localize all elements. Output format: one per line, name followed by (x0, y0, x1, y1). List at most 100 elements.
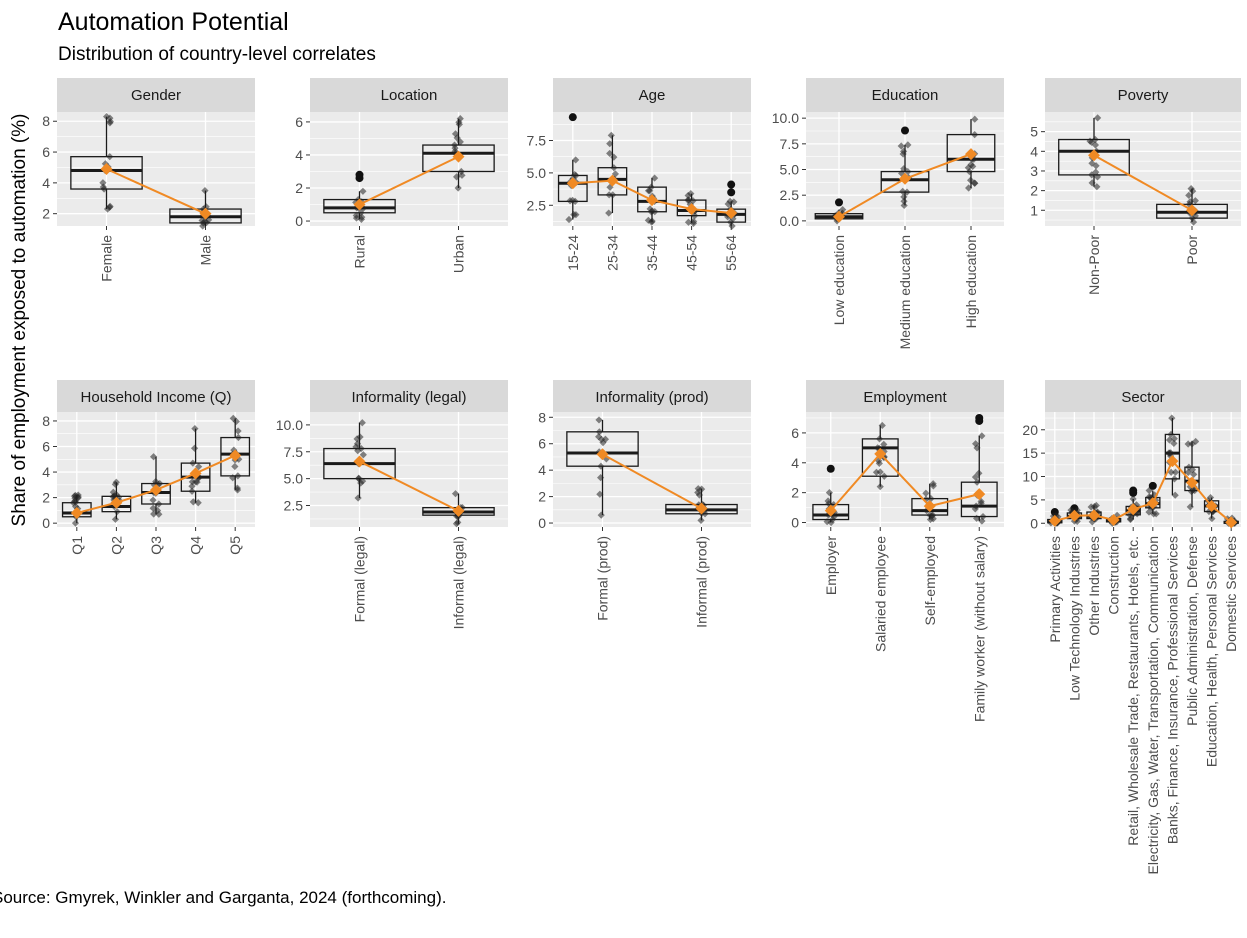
country-point (454, 184, 462, 192)
country-point (114, 494, 123, 502)
country-point (1208, 514, 1216, 523)
mean-point (353, 455, 366, 468)
country-point (972, 502, 980, 510)
x-tick-label: Urban (451, 235, 467, 273)
country-point (1209, 507, 1217, 516)
x-tick-label: Non-Poor (1086, 235, 1102, 295)
y-tick-label: 10.0 (772, 110, 799, 126)
x-tick-label: Low education (831, 235, 847, 325)
mean-point (1146, 497, 1159, 510)
y-tick-label: 0 (295, 213, 303, 229)
country-point (605, 209, 613, 217)
country-point (457, 167, 465, 176)
country-point (880, 472, 888, 480)
source-caption: Source: Gmyrek, Winkler and Garganta, 20… (0, 888, 447, 907)
panel-strip (806, 78, 1004, 112)
panel-title: Informality (prod) (595, 389, 708, 406)
country-point (1189, 486, 1197, 494)
mean-point (1186, 204, 1198, 217)
mean-point (1225, 516, 1238, 529)
country-point (155, 500, 163, 508)
outlier-point (727, 188, 736, 197)
country-point (113, 508, 121, 516)
y-tick-label: 7.5 (780, 136, 800, 152)
country-point (232, 417, 240, 426)
country-point (109, 488, 117, 496)
country-point (231, 462, 239, 471)
mean-point (452, 504, 465, 517)
y-tick-label: 6 (42, 144, 50, 160)
country-point (609, 191, 617, 199)
panel-poverty: Poverty 1 2 3 4 5 Non-Poor Poor (1030, 78, 1241, 295)
country-point (724, 200, 732, 208)
y-tick-label: 6 (42, 439, 50, 455)
country-point (651, 208, 659, 216)
country-point (150, 481, 158, 489)
country-point (610, 153, 618, 161)
country-point (352, 214, 361, 222)
x-tick-label: Female (99, 235, 115, 282)
country-point (1171, 468, 1180, 476)
country-point (1191, 197, 1199, 205)
y-tick-label: 6 (295, 114, 303, 130)
country-point (899, 187, 907, 195)
country-point (201, 186, 209, 195)
panel-background (553, 412, 751, 527)
mean-point (110, 496, 123, 509)
country-point (194, 499, 202, 507)
country-point (451, 130, 460, 138)
country-point (971, 473, 980, 481)
outlier-point (835, 198, 843, 207)
country-point (235, 455, 243, 463)
mean-point (1186, 476, 1198, 489)
country-point (977, 499, 985, 507)
mean-point (189, 467, 202, 480)
panel-strip (806, 380, 1004, 414)
y-tick-label: 5.0 (527, 165, 547, 181)
boxplot (220, 414, 251, 494)
panel-strip (57, 380, 255, 414)
country-point (697, 485, 706, 493)
country-point (193, 478, 201, 486)
country-point (1093, 183, 1101, 191)
country-point (455, 118, 463, 126)
country-point (1165, 436, 1174, 444)
country-point (929, 482, 937, 490)
country-point (202, 203, 210, 211)
mean-point (1205, 499, 1218, 512)
country-point (597, 511, 605, 519)
country-point (113, 491, 121, 499)
country-point (601, 435, 610, 443)
country-point (359, 187, 367, 195)
country-point (99, 179, 107, 187)
country-point (922, 489, 930, 497)
country-point (606, 149, 614, 158)
country-point (1167, 430, 1175, 439)
outlier-point (826, 464, 835, 473)
country-point (691, 212, 699, 220)
y-tick-label: 5 (1030, 124, 1038, 140)
country-point (648, 217, 656, 225)
country-point (454, 518, 462, 526)
country-point (973, 444, 981, 452)
panel-background (57, 112, 255, 226)
panel-title: Location (381, 87, 438, 104)
country-point (595, 433, 603, 441)
panel-strip (553, 78, 751, 112)
y-tick-label: 2 (791, 485, 799, 501)
country-point (1168, 414, 1176, 422)
panel-location: Location 0 2 4 6 Rural Urban (295, 78, 508, 273)
x-tick-label: Q1 (69, 536, 85, 555)
y-tick-label: 5.0 (780, 162, 800, 178)
mean-point (1088, 149, 1100, 162)
panel-title: Sector (1121, 389, 1164, 406)
mean-point (899, 172, 911, 185)
country-point (967, 161, 975, 169)
mean-line (359, 155, 459, 206)
country-point (234, 427, 242, 435)
country-point (354, 494, 362, 502)
country-point (353, 440, 362, 448)
x-tick-label: Other Industries (1086, 536, 1102, 636)
x-tick-label: Male (198, 235, 214, 266)
x-tick-label: Formal (prod) (595, 536, 611, 621)
